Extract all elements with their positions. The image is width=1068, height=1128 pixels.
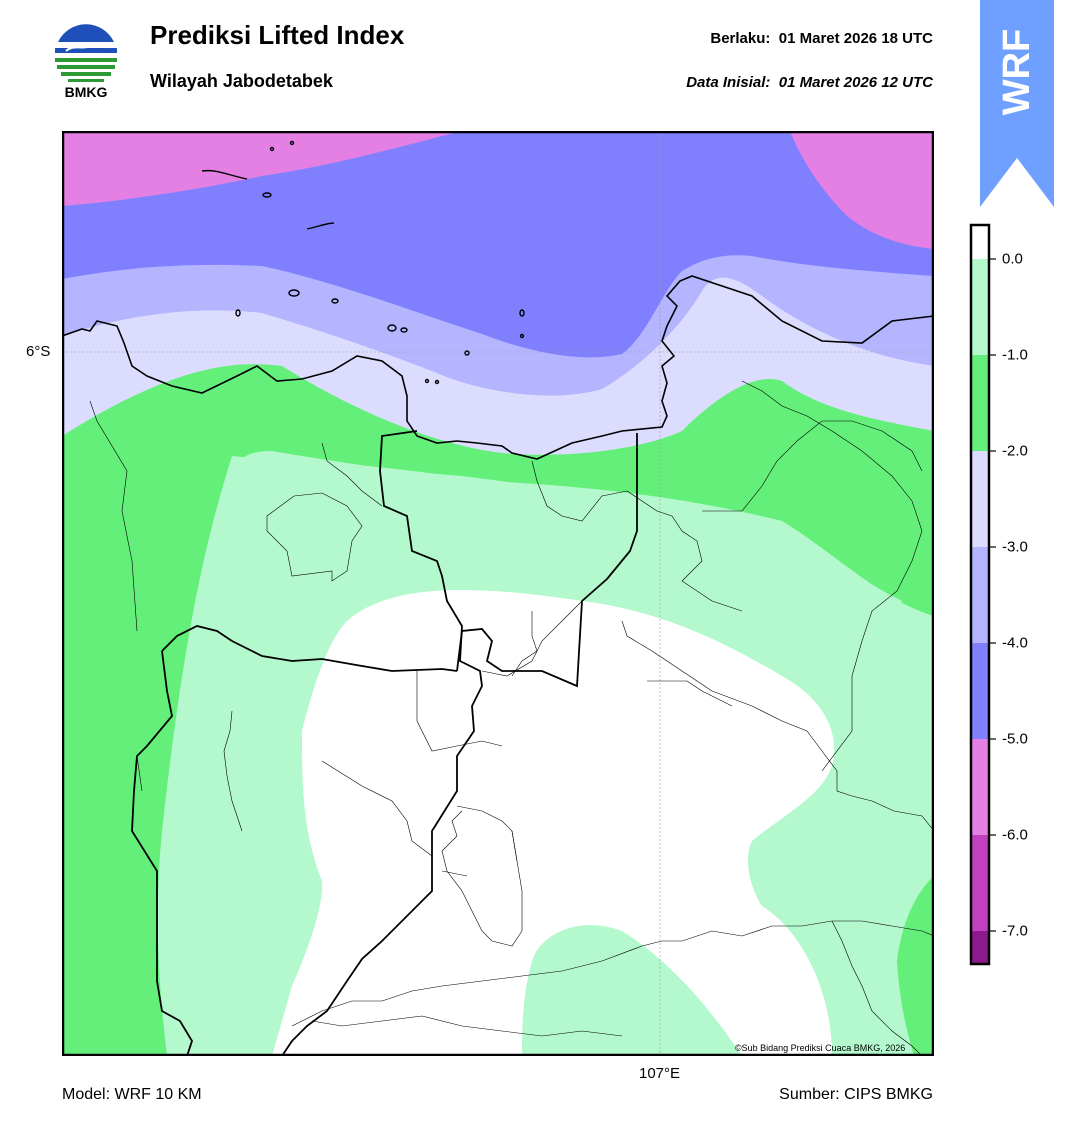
colorbar-band-5 (971, 739, 989, 835)
colorbar-band-7 (971, 931, 989, 964)
colorbar-band-above-0 (971, 225, 989, 259)
page-title: Prediksi Lifted Index (150, 20, 405, 50)
model-label: Model: WRF 10 KM (62, 1086, 202, 1103)
colorbar-band-0 (971, 259, 989, 355)
colorbar: 0.0 -1.0 -2.0 -3.0 -4.0 -5.0 -6.0 -7.0 (969, 223, 1028, 966)
coastline (62, 275, 934, 460)
band-white (272, 589, 835, 1056)
colorbar-tick-label: -5.0 (1002, 731, 1028, 748)
band-green (62, 341, 934, 1056)
province-border-jakarta (456, 433, 638, 688)
colorbar-band-6 (971, 835, 989, 931)
bmkg-logo (55, 23, 117, 85)
province-border (281, 430, 483, 1056)
initial-time: Data Inisial: 01 Maret 2026 12 UTC (686, 74, 933, 91)
band-blue (62, 131, 934, 358)
colorbar-tick-label: -7.0 (1002, 923, 1028, 940)
colorbar-tick-label: -1.0 (1002, 347, 1028, 364)
province-border-west (131, 650, 193, 1056)
band-pink-nw (62, 131, 462, 206)
band-pink-ne (790, 131, 934, 249)
colorbar-frame (969, 223, 991, 966)
valid-label: Berlaku: (710, 30, 771, 47)
province-border-banten (161, 625, 458, 672)
logo-text: BMKG (64, 84, 108, 100)
colorbar-band-1 (971, 355, 989, 451)
colorbar-band-2 (971, 451, 989, 547)
source-label: Sumber: CIPS BMKG (779, 1086, 933, 1103)
longitude-label: 107°E (639, 1065, 681, 1082)
colorbar-band-4 (971, 643, 989, 739)
regency-borders (89, 380, 934, 1056)
colorbar-tick-label: -2.0 (1002, 443, 1028, 460)
colorbar-tick-label: -6.0 (1002, 827, 1028, 844)
valid-time: Berlaku: 01 Maret 2026 18 UTC (710, 30, 933, 47)
latitude-label: 6°S (26, 343, 51, 360)
map-frame (62, 131, 934, 1056)
wrf-badge-text: WRF (996, 29, 1038, 116)
init-value: 01 Maret 2026 12 UTC (778, 74, 933, 91)
wrf-badge: WRF (980, 0, 1054, 207)
colorbar-tick-label: -4.0 (1002, 635, 1028, 652)
islands (201, 140, 525, 385)
colorbar-tick-label: -3.0 (1002, 539, 1028, 556)
lifted-index-map (62, 131, 934, 1056)
credit-text: ©Sub Bidang Prediksi Cuaca BMKG, 2026 (735, 1043, 906, 1053)
band-green-se (897, 876, 934, 1056)
colorbar-band-3 (971, 547, 989, 643)
band-light-green-north (222, 451, 902, 611)
region-subtitle: Wilayah Jabodetabek (150, 71, 333, 91)
valid-value: 01 Maret 2026 18 UTC (778, 30, 933, 47)
colorbar-tick-label: 0.0 (1002, 251, 1023, 268)
init-label: Data Inisial: (686, 74, 771, 91)
